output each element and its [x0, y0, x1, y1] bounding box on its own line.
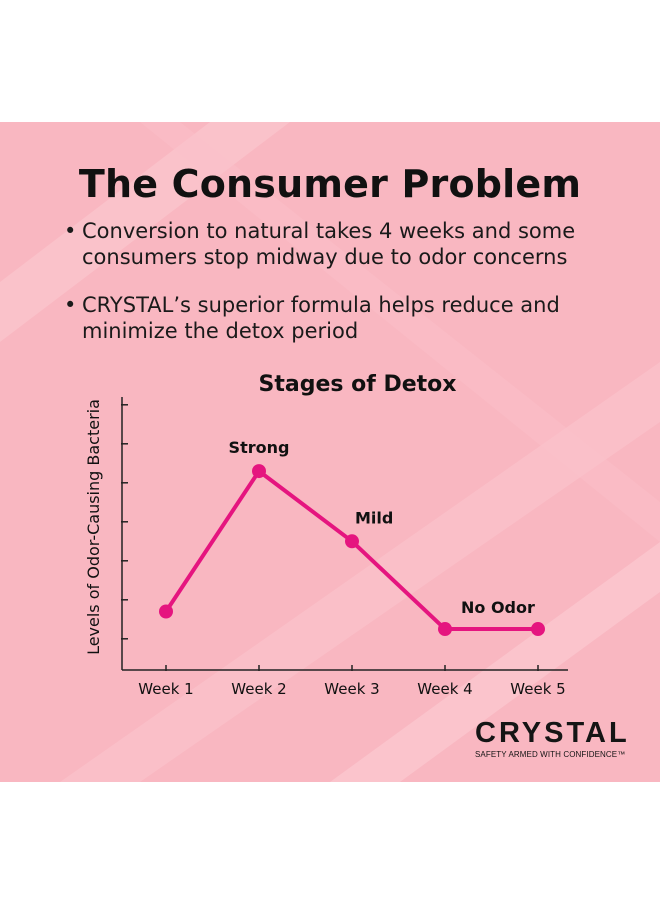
- data-point: [438, 622, 452, 637]
- data-point: [345, 534, 359, 549]
- bullet-dot: •: [64, 219, 77, 243]
- y-axis-label: Levels of Odor-Causing Bacteria: [84, 399, 103, 655]
- data-annotation: No Odor: [461, 598, 535, 617]
- x-tick-label: Week 2: [231, 680, 286, 698]
- chart-title: Stages of Detox: [258, 372, 457, 397]
- bullet-dot: •: [64, 293, 77, 317]
- data-annotation: Strong: [229, 438, 290, 457]
- bullet-item: • Conversion to natural takes 4 weeks an…: [64, 218, 624, 270]
- data-point: [159, 604, 173, 619]
- detox-line-chart: Week 1 Week 2 Week 3 Week 4 Week 5 Strong Mild…: [121, 397, 568, 698]
- promo-panel: The Consumer Problem • Conversion to nat…: [0, 122, 660, 782]
- brand-tagline: SAFETY ARMED WITH CONFIDENCE™: [475, 750, 626, 759]
- brand-name: CRYSTAL: [475, 717, 630, 749]
- bullet-list: • Conversion to natural takes 4 weeks an…: [64, 218, 624, 366]
- brand-logo: CRYSTAL SAFETY ARMED WITH CONFIDENCE™: [475, 718, 640, 759]
- page-title: The Consumer Problem: [78, 162, 582, 206]
- background-stripes: [0, 122, 660, 782]
- bullet-text: Conversion to natural takes 4 weeks and …: [82, 219, 576, 269]
- x-tick-label: Week 1: [138, 680, 193, 698]
- bullet-text: CRYSTAL’s superior formula helps reduce …: [82, 293, 560, 343]
- data-point: [252, 464, 266, 479]
- x-tick-label: Week 3: [324, 680, 379, 698]
- bullet-item: • CRYSTAL’s superior formula helps reduc…: [64, 292, 624, 344]
- x-tick-label: Week 4: [417, 680, 472, 698]
- data-annotation: Mild: [355, 508, 393, 527]
- data-point: [531, 622, 545, 637]
- x-tick-label: Week 5: [510, 680, 565, 698]
